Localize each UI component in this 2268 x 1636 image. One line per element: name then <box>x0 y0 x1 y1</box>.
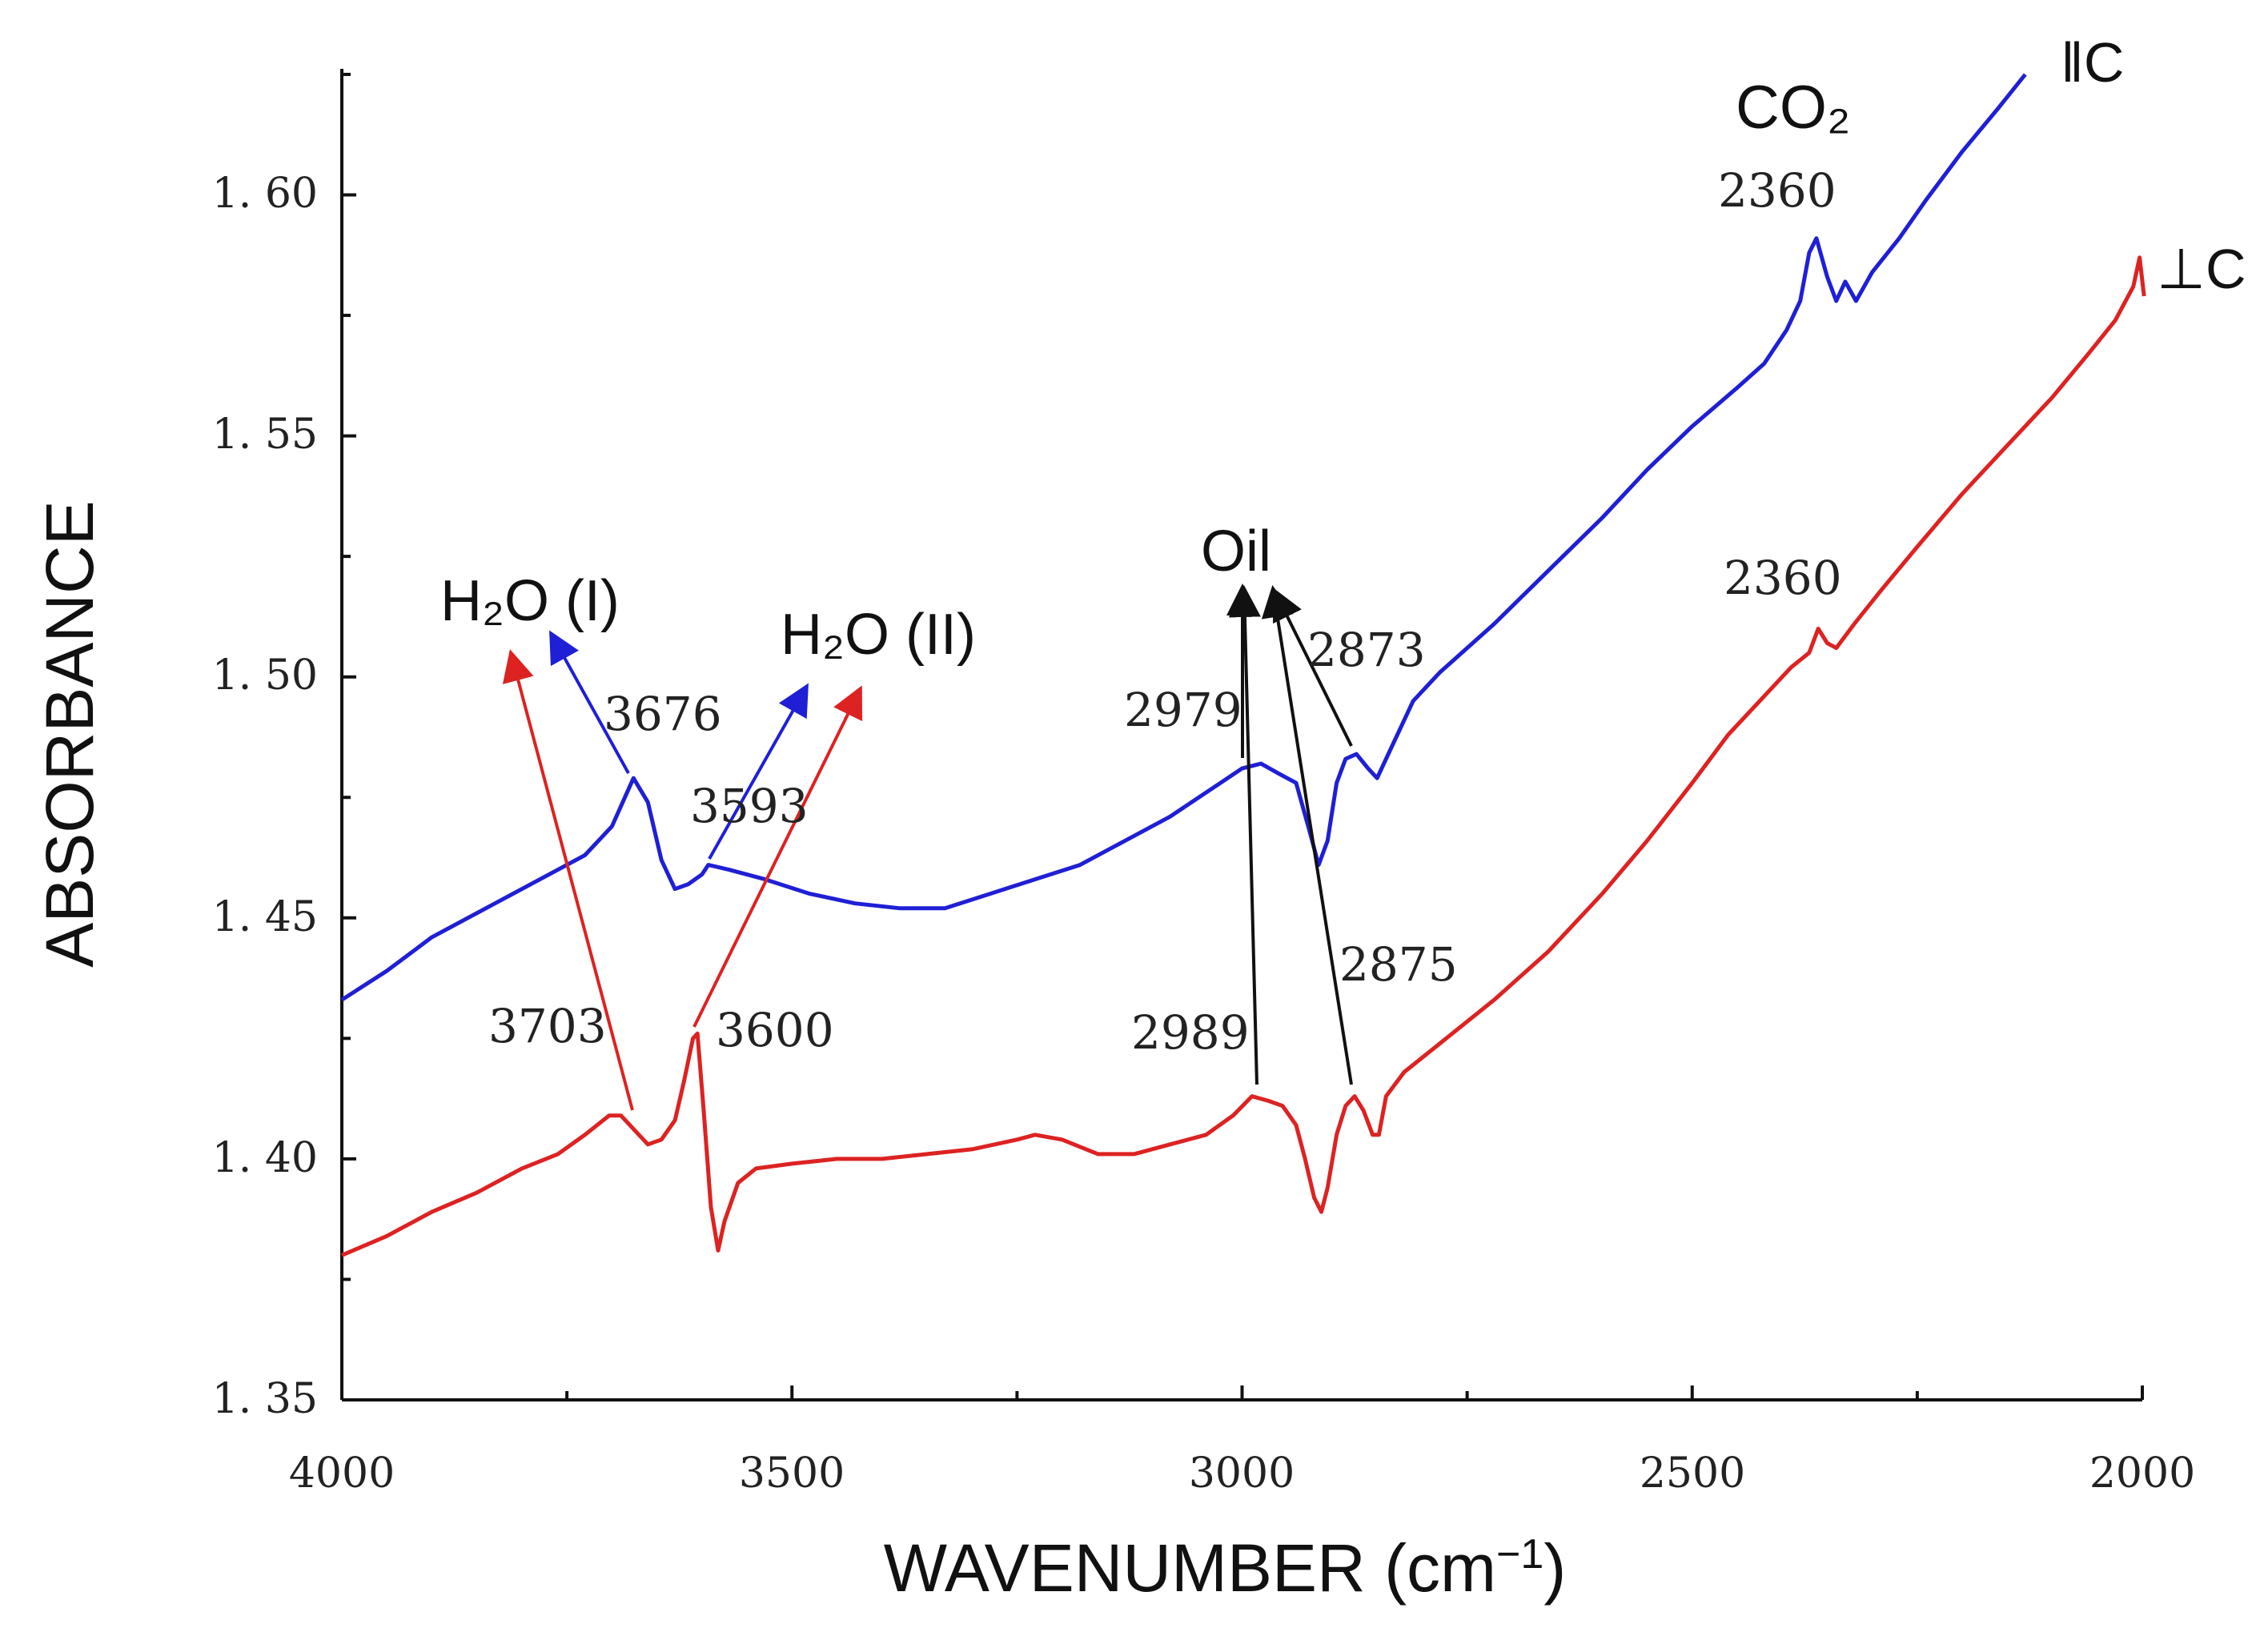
annotation-oil: Oil <box>1201 519 1271 583</box>
annotation-h2o-1: H₂O (I) <box>440 569 620 633</box>
series-label-parallel-c: ‖C <box>2061 31 2124 94</box>
series-label-perpendicular-c: ⊥C <box>2157 238 2246 300</box>
y-tick-label: 1. 55 <box>212 411 318 459</box>
arrow-h2o-1-red <box>502 649 634 1111</box>
peak-label: 3676 <box>604 687 722 741</box>
annotation-h2o-2: H₂O (II) <box>781 603 976 667</box>
annotation-co2: CO₂ <box>1736 74 1851 142</box>
peak-label: 2360 <box>1718 163 1836 218</box>
peak-label: 2979 <box>1124 683 1242 737</box>
peak-label: 3600 <box>716 1003 834 1057</box>
x-tick-label: 4000 <box>289 1450 395 1498</box>
peak-label: 3593 <box>690 779 809 833</box>
arrow-h2o-2-blue <box>708 683 809 860</box>
peak-label: 3703 <box>488 999 607 1053</box>
arrow-oil-2989 <box>1228 585 1261 1085</box>
x-tick-label: 3000 <box>1189 1450 1295 1498</box>
peak-label: 2875 <box>1339 937 1458 992</box>
y-axis-title: ABSORBANCE <box>32 500 107 968</box>
arrow-h2o-2-red <box>692 685 863 1028</box>
y-tick-label: 1. 60 <box>212 170 318 218</box>
y-tick-label: 1. 50 <box>212 652 318 700</box>
arrow-oil-2873 <box>1273 587 1353 747</box>
peak-label: 2989 <box>1131 1005 1250 1060</box>
x-tick-label: 3500 <box>739 1450 845 1498</box>
x-tick-label: 2500 <box>1640 1450 1745 1498</box>
y-tick-label: 1. 40 <box>212 1134 318 1182</box>
y-tick-label: 1. 35 <box>212 1375 318 1423</box>
axis-ticks <box>340 72 2144 1401</box>
peak-label: 2360 <box>1724 551 1842 605</box>
y-tick-label: 1. 45 <box>212 893 318 941</box>
arrow-h2o-1-blue <box>549 630 630 774</box>
x-axis-title: WAVENUMBER (cm−1) <box>884 1530 1567 1606</box>
peak-label: 2873 <box>1307 623 1426 677</box>
arrow-oil-2875 <box>1261 585 1353 1085</box>
series-line-perpendicular-c <box>341 255 2146 1257</box>
x-tick-label: 2000 <box>2089 1450 2195 1498</box>
